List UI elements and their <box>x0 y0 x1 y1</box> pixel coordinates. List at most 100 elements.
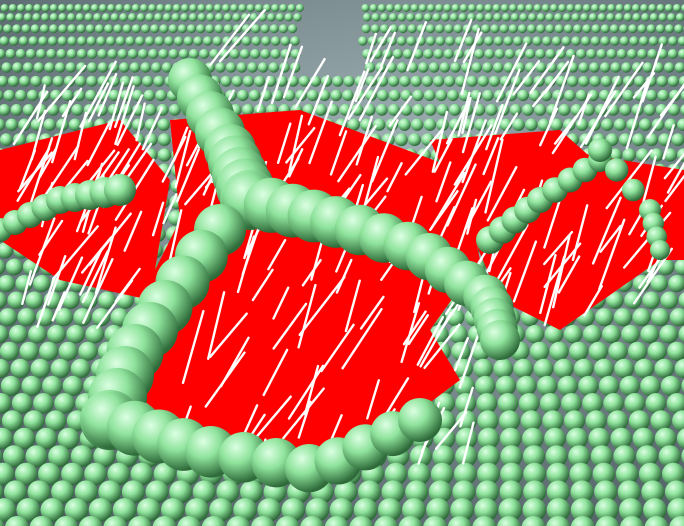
lattice-sphere <box>488 75 500 87</box>
lattice-sphere <box>232 13 241 22</box>
lattice-sphere <box>659 324 679 344</box>
lattice-sphere <box>106 36 116 46</box>
lattice-sphere <box>28 324 47 344</box>
lattice-sphere <box>632 13 641 22</box>
lattice-sphere <box>48 445 71 468</box>
lattice-sphere <box>449 104 461 116</box>
lattice-sphere <box>371 13 380 22</box>
lattice-sphere <box>3 480 27 504</box>
vector-stick <box>380 31 396 68</box>
lattice-sphere <box>144 104 157 116</box>
lattice-sphere <box>628 410 650 432</box>
lattice-sphere <box>56 48 67 59</box>
lattice-sphere <box>332 75 344 87</box>
vector-stick <box>184 168 217 206</box>
lattice-sphere <box>619 104 632 116</box>
lattice-sphere <box>668 275 684 293</box>
lattice-sphere <box>61 462 84 486</box>
lattice-sphere <box>189 4 198 12</box>
lattice-sphere <box>330 89 342 102</box>
lattice-sphere <box>641 480 665 504</box>
vector-stick <box>298 275 346 337</box>
vector-stick <box>485 103 504 151</box>
lattice-sphere <box>54 308 73 327</box>
vector-stick <box>282 387 325 440</box>
lattice-sphere <box>0 48 6 59</box>
lattice-sphere <box>373 118 386 131</box>
lattice-sphere <box>680 104 684 116</box>
vector-stick <box>87 82 110 123</box>
lattice-sphere <box>150 24 160 34</box>
lattice-sphere <box>62 375 83 396</box>
lattice-sphere <box>578 375 599 396</box>
vector-stick <box>297 400 312 439</box>
lattice-sphere <box>242 104 254 116</box>
lattice-sphere <box>351 104 364 116</box>
lattice-sphere <box>398 516 423 526</box>
lattice-sphere <box>98 480 122 504</box>
vector-stick <box>341 307 383 370</box>
lattice-sphere <box>595 516 620 526</box>
lattice-sphere <box>76 48 87 59</box>
chain-sphere <box>104 174 136 206</box>
lattice-sphere <box>651 308 670 327</box>
lattice-sphere <box>453 24 463 34</box>
lattice-sphere <box>0 259 6 275</box>
vector-stick <box>591 196 622 265</box>
lattice-sphere <box>503 62 515 73</box>
lattice-sphere <box>613 308 633 327</box>
lattice-sphere <box>112 498 137 522</box>
lattice-sphere <box>570 498 595 522</box>
lattice-sphere <box>568 445 591 468</box>
lattice-sphere <box>546 516 570 526</box>
lattice-sphere <box>140 4 148 12</box>
vector-stick <box>406 21 427 72</box>
lattice-sphere <box>0 133 13 147</box>
lattice-sphere <box>178 48 189 59</box>
vector-stick <box>386 162 403 193</box>
lattice-sphere <box>504 48 515 59</box>
vector-stick <box>135 102 146 142</box>
lattice-sphere <box>408 133 421 147</box>
lattice-sphere <box>637 24 647 34</box>
lattice-sphere <box>171 13 180 22</box>
lattice-sphere <box>428 62 440 73</box>
lattice-sphere <box>97 48 108 59</box>
lattice-sphere <box>590 445 613 468</box>
lattice-sphere <box>554 24 564 34</box>
lattice-sphere <box>509 4 517 12</box>
lattice-sphere <box>0 483 4 500</box>
lattice-sphere <box>188 48 199 59</box>
lattice-sphere <box>5 258 23 276</box>
lattice-sphere <box>377 4 386 12</box>
lattice-sphere <box>425 36 436 46</box>
lattice-sphere <box>85 324 105 344</box>
lattice-sphere <box>23 410 45 432</box>
lattice-sphere <box>15 89 27 102</box>
lattice-sphere <box>270 48 281 59</box>
lattice-sphere <box>154 36 164 46</box>
lattice-sphere <box>284 13 293 22</box>
lattice-sphere <box>19 341 39 361</box>
lattice-sphere <box>601 118 614 131</box>
lattice-sphere <box>14 462 38 486</box>
lattice-sphere <box>632 308 651 327</box>
lattice-sphere <box>168 48 179 59</box>
vector-stick <box>433 137 453 173</box>
lattice-sphere <box>587 89 599 102</box>
lattice-sphere <box>138 48 148 59</box>
vector-stick <box>218 8 266 63</box>
lattice-sphere <box>668 36 678 46</box>
lattice-sphere <box>423 516 447 526</box>
lattice-sphere <box>525 118 538 131</box>
vector-stick <box>17 151 53 193</box>
lattice-sphere <box>213 4 222 12</box>
lattice-sphere <box>38 36 48 46</box>
lattice-sphere <box>16 498 40 522</box>
lattice-sphere <box>54 516 78 526</box>
vector-stick <box>371 119 399 183</box>
lattice-sphere <box>251 24 261 34</box>
chain-sphere <box>650 240 670 260</box>
lattice-sphere <box>95 24 104 34</box>
lattice-sphere <box>57 36 68 46</box>
